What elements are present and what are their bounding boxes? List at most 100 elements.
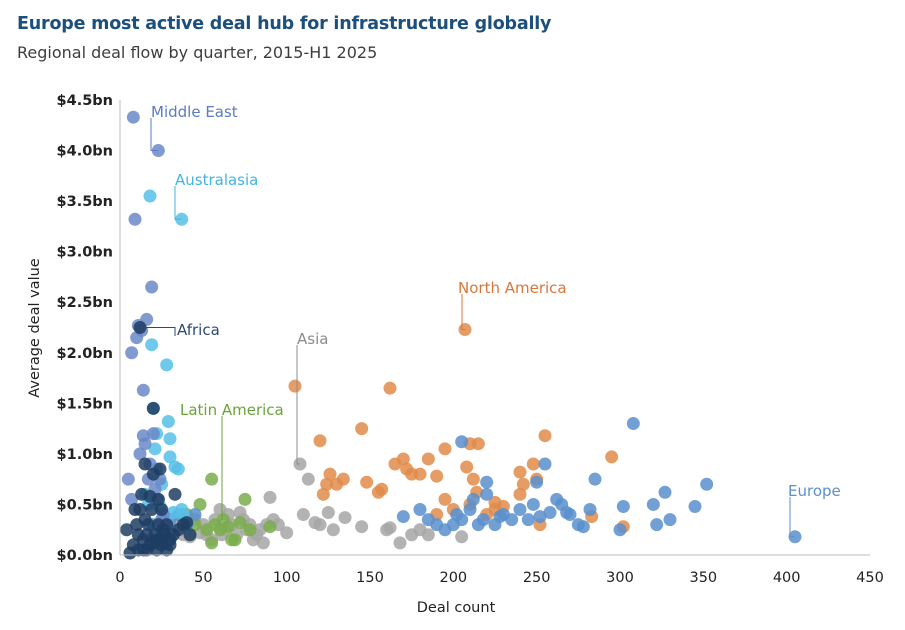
data-point-europe [563, 508, 577, 522]
x-tick-label: 350 [689, 570, 717, 586]
x-tick-label: 450 [856, 570, 884, 586]
annotation-layer: Middle East Australasia Africa Asia Latin Am… [140, 103, 841, 538]
x-tick-label: 50 [194, 570, 212, 586]
data-point-latin-america [238, 492, 252, 506]
leader-line-australasia [174, 186, 182, 220]
leader-line-middle-east [150, 118, 159, 152]
data-point-north-america [375, 482, 389, 496]
data-point-north-america [516, 477, 530, 491]
data-point-africa [160, 518, 174, 532]
data-point-north-america [396, 452, 410, 466]
x-axis-label: Deal count [417, 600, 496, 616]
y-tick-label: $2.5bn [57, 295, 113, 311]
series-australasia [138, 189, 190, 542]
data-point-asia [383, 521, 397, 535]
data-point-australasia [163, 432, 177, 446]
y-tick-label: $0.5bn [57, 497, 113, 513]
data-point-asia [263, 490, 277, 504]
x-tick-label: 150 [356, 570, 384, 586]
data-point-africa [120, 523, 134, 537]
data-point-europe [526, 497, 540, 511]
data-point-latin-america [263, 520, 277, 534]
data-point-asia [321, 506, 335, 520]
data-point-europe [700, 477, 714, 491]
series-latin-america [180, 472, 277, 550]
data-point-europe [521, 513, 535, 527]
data-point-europe [476, 513, 490, 527]
y-tick-label: $1.5bn [57, 396, 113, 412]
leader-line-north-america [461, 294, 465, 331]
data-point-europe [613, 523, 627, 537]
data-point-latin-america [228, 533, 242, 547]
data-point-middle-east [126, 110, 140, 124]
data-point-africa [146, 401, 160, 415]
data-point-north-america [316, 487, 330, 501]
x-tick-label: 0 [115, 570, 124, 586]
data-point-middle-east [136, 383, 150, 397]
data-point-middle-east [125, 492, 139, 506]
data-point-middle-east [133, 447, 147, 461]
data-point-latin-america [221, 520, 235, 534]
series-north-america [288, 323, 630, 534]
data-point-middle-east [128, 212, 142, 226]
data-point-latin-america [205, 472, 219, 486]
series-label-africa: Africa [177, 321, 220, 339]
data-point-north-america [360, 475, 374, 489]
data-point-asia [421, 528, 435, 542]
data-point-europe [663, 513, 677, 527]
data-point-north-america [513, 487, 527, 501]
data-point-asia [313, 518, 327, 532]
x-tick-label: 250 [523, 570, 551, 586]
y-tick-label: $4.0bn [57, 144, 113, 160]
data-point-africa [133, 503, 147, 516]
y-tick-labels: $0.0bn $0.5bn $1.0bn $1.5bn $2.0bn $2.5bn $3.0… [57, 93, 113, 564]
data-point-europe [576, 520, 590, 534]
data-point-europe [543, 506, 557, 520]
data-point-north-america [430, 469, 444, 483]
series-label-australasia: Australasia [175, 171, 258, 189]
y-tick-label: $0.0bn [57, 548, 113, 564]
data-point-north-america [336, 472, 350, 486]
data-point-europe [616, 499, 630, 513]
chart-subtitle: Regional deal flow by quarter, 2015-H1 2… [17, 43, 378, 62]
data-point-africa [140, 543, 154, 557]
series-label-latin-america: Latin America [180, 401, 284, 419]
y-tick-label: $4.5bn [57, 93, 113, 109]
data-point-north-america [383, 381, 397, 395]
x-tick-label: 400 [773, 570, 801, 586]
data-point-africa [155, 503, 169, 516]
data-point-north-america [466, 472, 480, 486]
x-tick-label: 100 [273, 570, 301, 586]
data-point-australasia [145, 338, 159, 352]
data-point-africa [150, 533, 164, 547]
data-point-middle-east [146, 427, 160, 441]
data-point-north-america [513, 465, 527, 479]
data-point-north-america [605, 450, 619, 464]
data-point-africa [153, 462, 167, 476]
data-point-africa [151, 492, 165, 506]
data-point-australasia [143, 189, 157, 203]
data-point-africa [145, 503, 159, 516]
data-point-africa [180, 516, 194, 530]
data-point-middle-east [121, 472, 135, 486]
data-point-north-america [421, 452, 435, 466]
data-point-asia [393, 536, 407, 550]
data-point-australasia [171, 462, 185, 476]
data-point-europe [480, 475, 494, 489]
data-point-asia [256, 536, 270, 550]
x-tick-label: 300 [606, 570, 634, 586]
data-point-north-america [288, 379, 302, 393]
x-tick-label: 200 [439, 570, 467, 586]
data-point-north-america [438, 442, 452, 456]
series-label-north-america: North America [458, 279, 567, 297]
leader-line-africa [140, 327, 176, 336]
data-point-north-america [355, 422, 369, 436]
data-point-europe [455, 435, 469, 449]
chart-title: Europe most active deal hub for infrastr… [17, 14, 552, 34]
leader-line-europe [789, 497, 795, 538]
data-point-north-america [526, 457, 540, 471]
data-point-europe [588, 472, 602, 486]
data-point-europe [188, 508, 202, 522]
data-point-asia [455, 530, 469, 544]
data-point-europe [533, 510, 547, 524]
